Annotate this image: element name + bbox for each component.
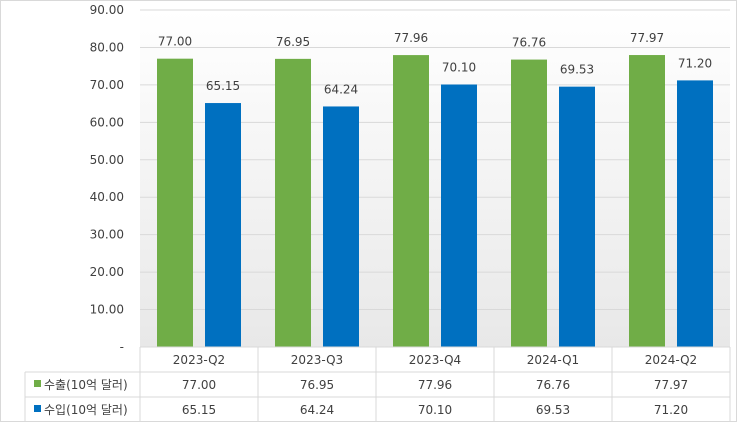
bar-labels: 77.00 65.15 76.95 64.24 77.96 70.10 76.76 69.53… (158, 31, 712, 96)
bar-data-label: 76.76 (512, 36, 546, 50)
bar-data-label: 77.00 (158, 35, 192, 49)
bar-export (275, 58, 311, 348)
y-tick-label: 90.00 (90, 3, 124, 17)
table-cell: 77.00 (182, 378, 216, 392)
bar-data-label: 65.15 (206, 79, 240, 93)
data-table: 2023-Q2 2023-Q3 2023-Q4 2024-Q1 2024-Q2 수출(10… (24, 346, 731, 422)
table-cell: 76.76 (536, 378, 570, 392)
y-axis-ticks: - 10.00 20.00 30.00 40.00 50.00 60.00 70.00 80.0… (90, 3, 124, 354)
table-cell: 71.20 (654, 403, 688, 417)
bar-import (677, 80, 713, 347)
table-cell: 70.10 (418, 403, 452, 417)
table-cell: 77.97 (654, 378, 688, 392)
bars (157, 55, 713, 348)
y-tick-label: 60.00 (90, 115, 124, 129)
bar-data-label: 77.97 (630, 31, 664, 45)
legend-swatch (34, 380, 41, 387)
bar-export (157, 58, 193, 348)
x-tick-label: 2024-Q1 (527, 353, 579, 367)
bar-import (323, 106, 359, 348)
table-cell: 76.95 (300, 378, 334, 392)
y-tick-label: 50.00 (90, 153, 124, 167)
bar-export (511, 59, 547, 347)
bar-data-label: 70.10 (442, 61, 476, 75)
bar-export (393, 55, 429, 348)
y-tick-label: 20.00 (90, 265, 124, 279)
table-cell: 64.24 (300, 403, 334, 417)
table-cell: 77.96 (418, 378, 452, 392)
bar-import (559, 86, 595, 348)
bar-data-label: 76.95 (276, 35, 310, 49)
legend-label: 수입(10억 달러) (44, 403, 128, 417)
legend-swatch (34, 405, 41, 412)
y-tick-label: 10.00 (90, 303, 124, 317)
x-tick-label: 2023-Q4 (409, 353, 461, 367)
y-tick-label: 30.00 (90, 228, 124, 242)
bar-data-label: 71.20 (678, 56, 712, 70)
y-tick-label: - (120, 340, 124, 354)
legend-label: 수출(10억 달러) (44, 378, 128, 392)
bar-import (205, 103, 241, 348)
bar-export (629, 55, 665, 348)
y-tick-label: 70.00 (90, 78, 124, 92)
bar-data-label: 69.53 (560, 63, 594, 77)
table-cell: 69.53 (536, 403, 570, 417)
bar-data-label: 77.96 (394, 31, 428, 45)
bar-import (441, 84, 477, 348)
x-tick-label: 2023-Q2 (173, 353, 225, 367)
bar-data-label: 64.24 (324, 82, 358, 96)
x-tick-label: 2023-Q3 (291, 353, 343, 367)
y-tick-label: 80.00 (90, 40, 124, 54)
table-cell: 65.15 (182, 403, 216, 417)
x-tick-label: 2024-Q2 (645, 353, 697, 367)
y-tick-label: 40.00 (90, 190, 124, 204)
